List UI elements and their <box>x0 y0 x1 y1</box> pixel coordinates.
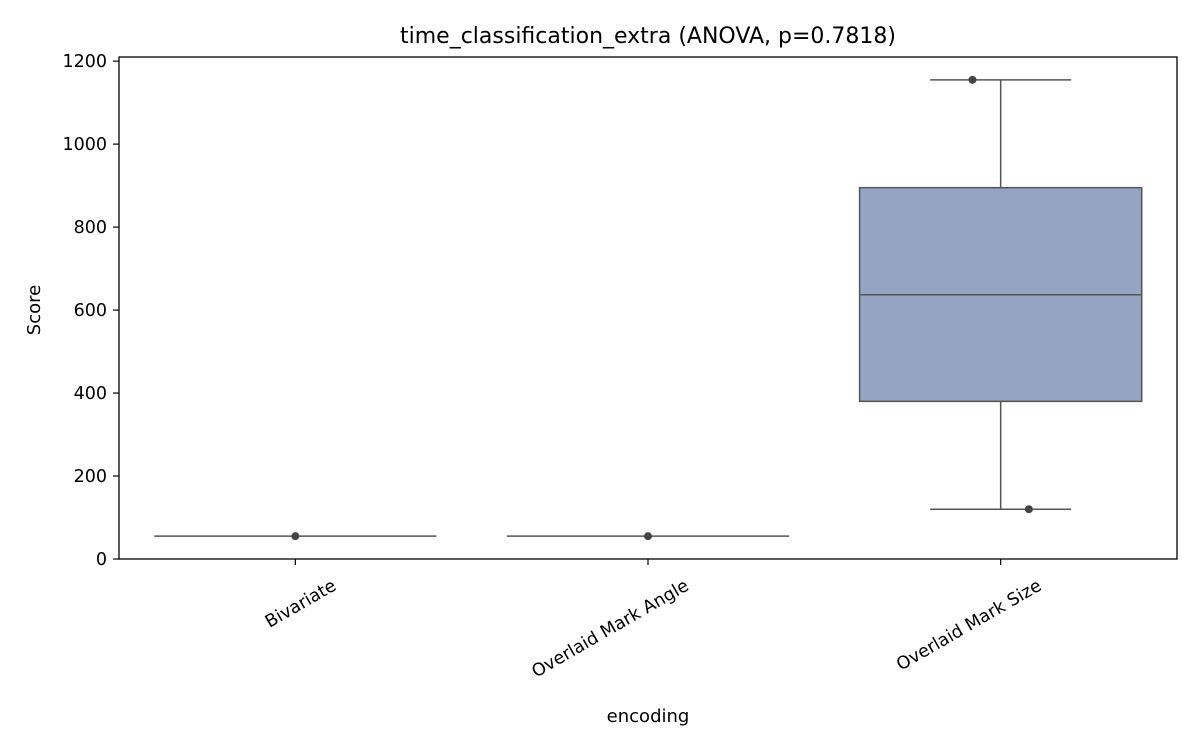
x-tick-label: Bivariate <box>262 576 340 633</box>
y-tick-label: 1000 <box>62 135 107 155</box>
box-group-2 <box>506 532 790 541</box>
x-tick-label: Overlaid Mark Angle <box>529 576 693 682</box>
y-tick-label: 600 <box>74 301 107 321</box>
data-point <box>1024 505 1033 514</box>
y-tick-label: 200 <box>74 467 107 487</box>
box-group-1 <box>154 532 437 541</box>
x-axis-label: encoding <box>607 706 690 727</box>
chart-title: time_classification_extra (ANOVA, p=0.78… <box>400 24 896 49</box>
data-point <box>291 532 300 541</box>
y-tick-label: 0 <box>96 550 107 570</box>
box-group-3 <box>858 75 1143 514</box>
plot-marks <box>154 75 1143 541</box>
data-point <box>644 532 652 541</box>
data-point <box>968 75 977 84</box>
x-tick-label: Overlaid Mark Size <box>893 576 1045 675</box>
y-tick-label: 800 <box>74 218 107 238</box>
y-tick-label: 1200 <box>62 52 107 72</box>
y-axis-label: Score <box>24 285 45 335</box>
y-tick-label: 400 <box>74 384 107 404</box>
